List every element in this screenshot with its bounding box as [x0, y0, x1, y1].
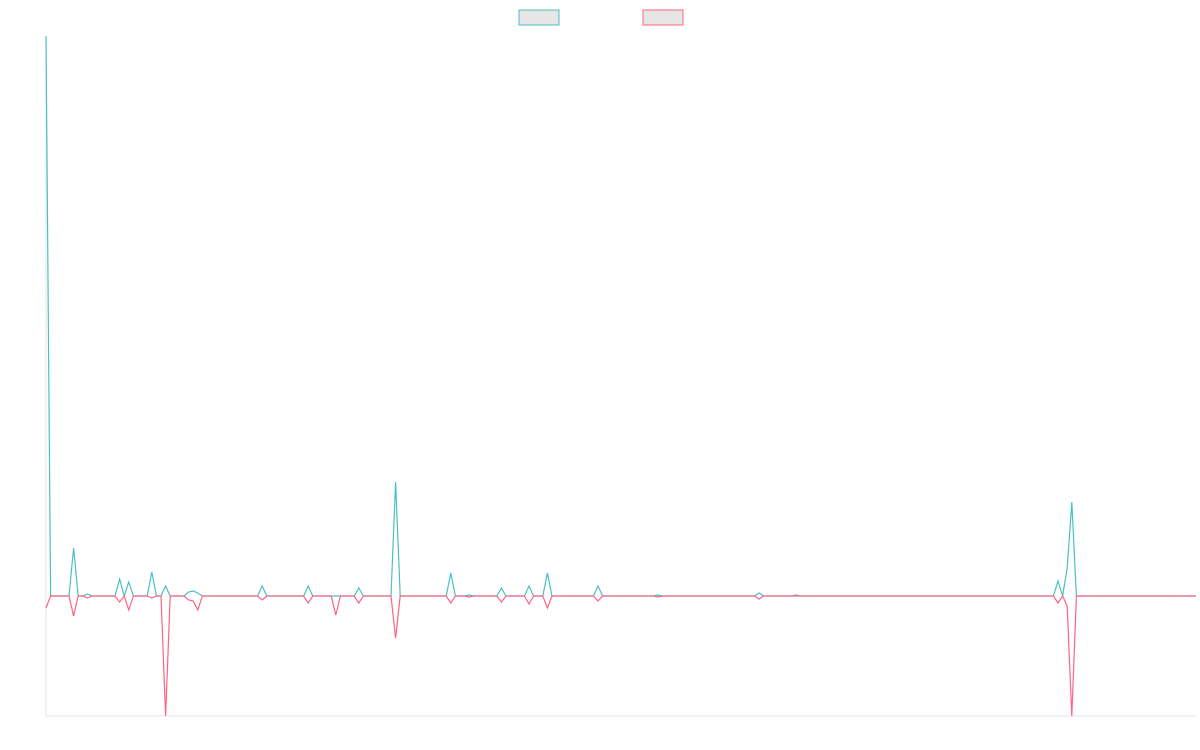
series-line: [45, 594, 1196, 717]
legend-swatch: [642, 9, 684, 26]
legend-swatch: [518, 9, 560, 26]
series-line: [45, 35, 1196, 599]
